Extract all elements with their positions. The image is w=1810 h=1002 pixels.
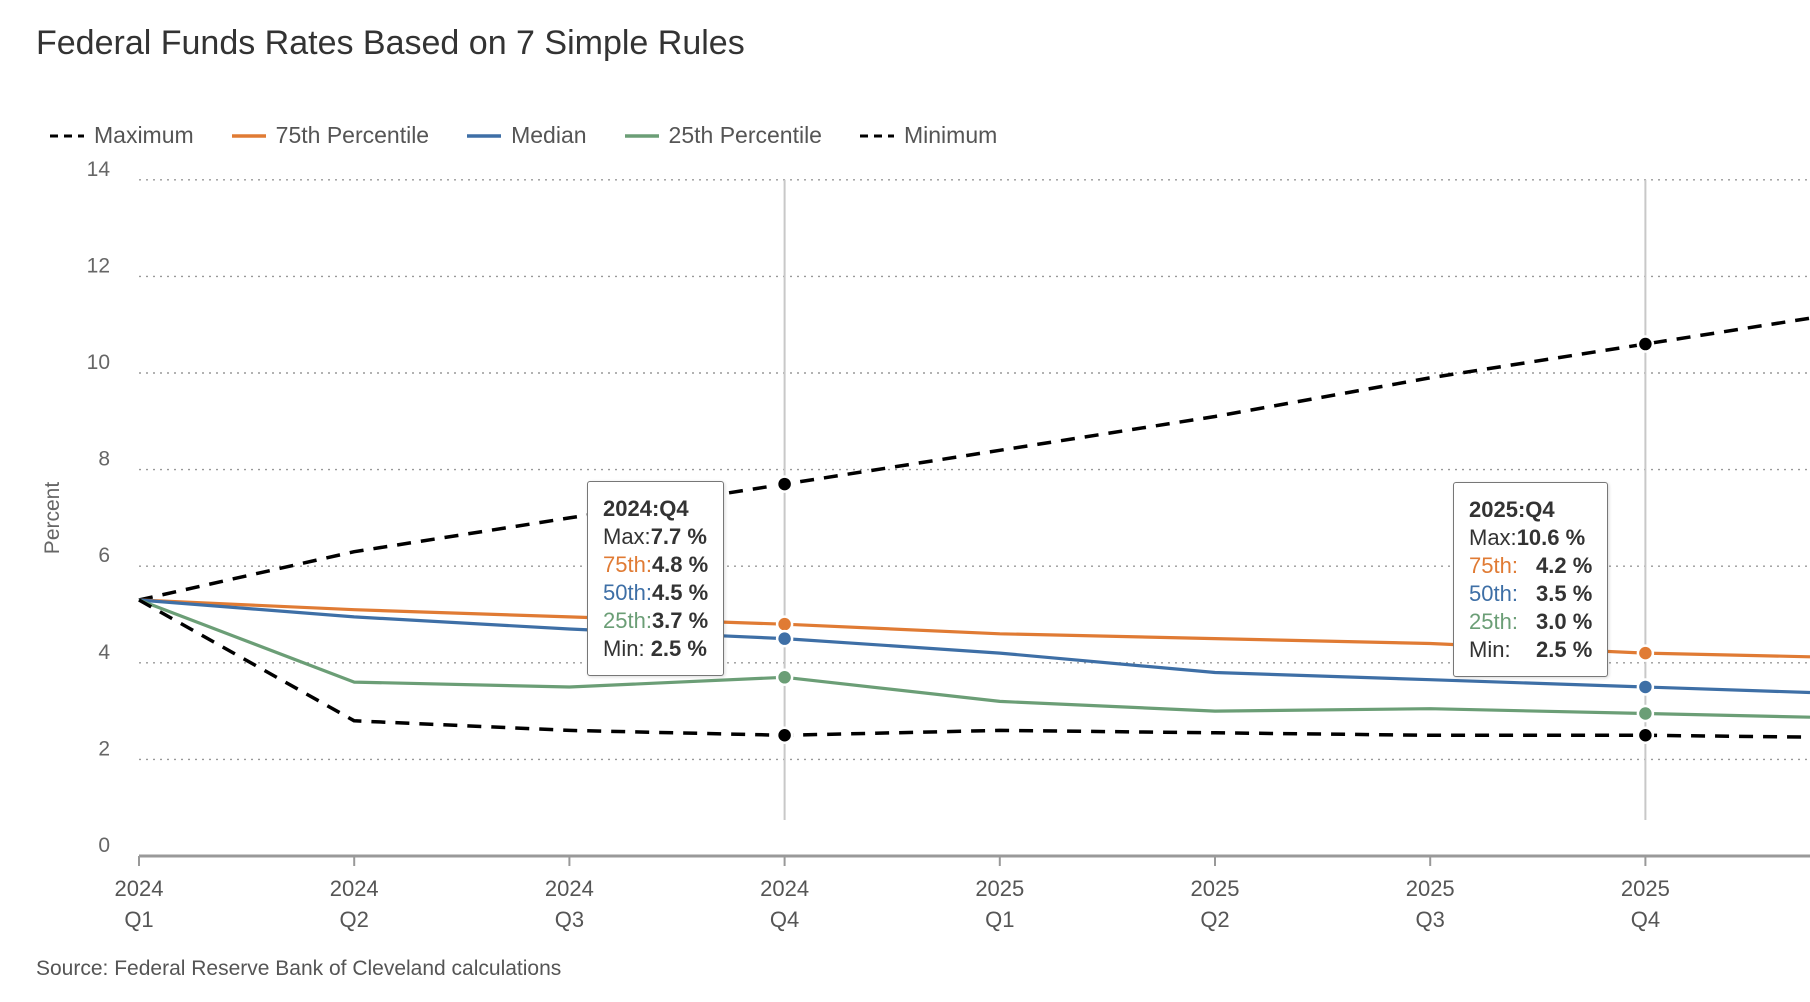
x-tick-label-year: 2025 <box>1621 876 1670 901</box>
x-tick-label-quarter: Q4 <box>1631 907 1660 932</box>
data-point-25th-percentile <box>1636 704 1655 723</box>
x-axis: 2024 Q1 2024 Q2 2024 Q3 2024 Q4 2025 Q1 2025 Q2 2025… <box>115 854 1810 932</box>
legend-item-minimum[interactable]: Minimum <box>859 122 998 149</box>
data-point-median <box>1636 678 1655 696</box>
legend-item-25th-percentile[interactable]: 25th Percentile <box>624 122 822 149</box>
source-note: Source: Federal Reserve Bank of Clevelan… <box>36 957 562 980</box>
y-axis-ticks: 0 2 4 6 8 10 12 14 <box>87 158 111 857</box>
chart-title: Federal Funds Rates Based on 7 Simple Ru… <box>36 24 745 62</box>
legend-label-minimum: Minimum <box>903 122 998 148</box>
tooltip-value: 3.0 % <box>1536 609 1593 634</box>
tooltip-value: 10.6 % <box>1516 525 1586 550</box>
tooltip-value: 2.5 % <box>1536 637 1593 662</box>
tooltip-row-max: Max: 10.6 % <box>1469 524 1592 552</box>
data-point-maximum <box>775 475 794 493</box>
y-tick-label: 6 <box>98 544 110 567</box>
tooltip-label: 75th: <box>1469 553 1518 578</box>
x-tick-label-year: 2024 <box>330 876 379 901</box>
legend-item-75th-percentile[interactable]: 75th Percentile <box>231 122 430 149</box>
legend-swatch-minimum <box>859 134 894 137</box>
y-tick-label: 10 <box>87 351 110 374</box>
x-tick-label-quarter: Q3 <box>1416 907 1445 932</box>
hover-markers <box>775 335 1655 744</box>
legend-swatch-median <box>467 133 502 138</box>
y-tick-label: 12 <box>87 254 110 277</box>
x-tick-label-quarter: Q3 <box>555 907 584 932</box>
y-tick-label: 2 <box>98 737 110 760</box>
tooltip-2024-q4: 2024:Q4 Max: 7.7 % 75th: 4.8 % 50th: 4.5 % … <box>587 481 725 676</box>
tooltip-row-75th: 75th: 4.2 % <box>1469 552 1592 580</box>
x-tick-label-year: 2025 <box>1406 876 1455 901</box>
data-point-75th-percentile <box>1636 644 1655 662</box>
tooltip-value: 4.2 % <box>1536 553 1593 578</box>
legend-label-median: Median <box>511 122 587 148</box>
tooltip-value: 4.5 % <box>651 580 709 605</box>
data-point-minimum <box>1636 726 1655 744</box>
tooltip-value: 4.8 % <box>651 552 709 577</box>
x-tick-label-year: 2024 <box>545 876 594 901</box>
x-tick-label-quarter: Q2 <box>1200 907 1229 932</box>
tooltip-row-50th: 50th: 3.5 % <box>1469 580 1592 608</box>
series-lines <box>138 316 1810 739</box>
series-line-maximum <box>138 316 1810 602</box>
tooltip-row-min: Min: 2.5 % <box>603 635 708 663</box>
tooltip-value: 7.7 % <box>650 524 707 549</box>
series-line-minimum <box>138 598 1810 739</box>
data-point-25th-percentile <box>775 668 794 687</box>
tooltip-label: Min: <box>603 636 651 661</box>
tooltip-title: 2024:Q4 <box>603 496 689 521</box>
tooltip-row-75th: 75th: 4.8 % <box>603 551 708 579</box>
tooltip-row-max: Max: 7.7 % <box>603 523 708 551</box>
x-tick-label-quarter: Q1 <box>985 907 1014 932</box>
tooltip-2025-q4: 2025:Q4 Max: 10.6 % 75th: 4.2 % 50th: 3.5 %… <box>1453 482 1609 677</box>
tooltip-title: 2025:Q4 <box>1469 497 1555 522</box>
data-point-median <box>775 629 794 648</box>
legend-swatch-75th <box>231 133 266 138</box>
x-tick-label-quarter: Q1 <box>124 907 153 932</box>
x-tick-label-quarter: Q4 <box>770 907 799 932</box>
legend-item-maximum[interactable]: Maximum <box>50 122 194 149</box>
x-tick-label-year: 2024 <box>760 876 809 901</box>
legend-label-maximum: Maximum <box>94 122 194 148</box>
tooltip-row-25th: 25th: 3.7 % <box>603 607 708 635</box>
tooltip-label: Max: <box>1469 525 1517 550</box>
legend-label-25th: 25th Percentile <box>668 122 822 148</box>
tooltip-value: 2.5 % <box>650 636 707 661</box>
tooltip-label: 50th: <box>603 580 652 605</box>
legend-item-median[interactable]: Median <box>467 122 587 149</box>
tooltip-row-50th: 50th: 4.5 % <box>603 579 708 607</box>
tooltip-label: 25th: <box>603 608 652 633</box>
tooltip-value: 3.7 % <box>651 608 709 633</box>
tooltip-row-min: Min: 2.5 % <box>1469 636 1592 664</box>
tooltip-label: 25th: <box>1469 609 1518 634</box>
y-tick-label: 4 <box>98 641 110 664</box>
y-tick-label: 14 <box>87 158 111 181</box>
x-tick-label-year: 2025 <box>1191 876 1240 901</box>
data-point-minimum <box>775 726 794 744</box>
tooltip-value: 3.5 % <box>1536 581 1593 606</box>
legend-swatch-25th <box>624 133 659 138</box>
tooltip-label: Max: <box>603 524 651 549</box>
x-tick-label-year: 2025 <box>975 876 1024 901</box>
chart-legend: Maximum 75th Percentile Median 25th Perc… <box>50 122 1035 149</box>
tooltip-label: Min: <box>1469 637 1511 662</box>
x-tick-label-quarter: Q2 <box>340 907 369 932</box>
legend-label-75th: 75th Percentile <box>275 122 430 148</box>
tooltip-label: 50th: <box>1469 581 1518 606</box>
tooltip-row-25th: 25th: 3.0 % <box>1469 608 1592 636</box>
legend-swatch-maximum <box>50 134 84 137</box>
data-point-maximum <box>1636 335 1655 353</box>
series-line-25th-percentile <box>138 598 1810 719</box>
y-tick-label: 8 <box>98 448 110 471</box>
tooltip-label: 75th: <box>603 552 652 577</box>
y-tick-label: 0 <box>98 834 110 857</box>
data-point-75th-percentile <box>775 615 794 633</box>
x-tick-label-year: 2024 <box>115 876 164 901</box>
series-line-median <box>138 598 1810 695</box>
